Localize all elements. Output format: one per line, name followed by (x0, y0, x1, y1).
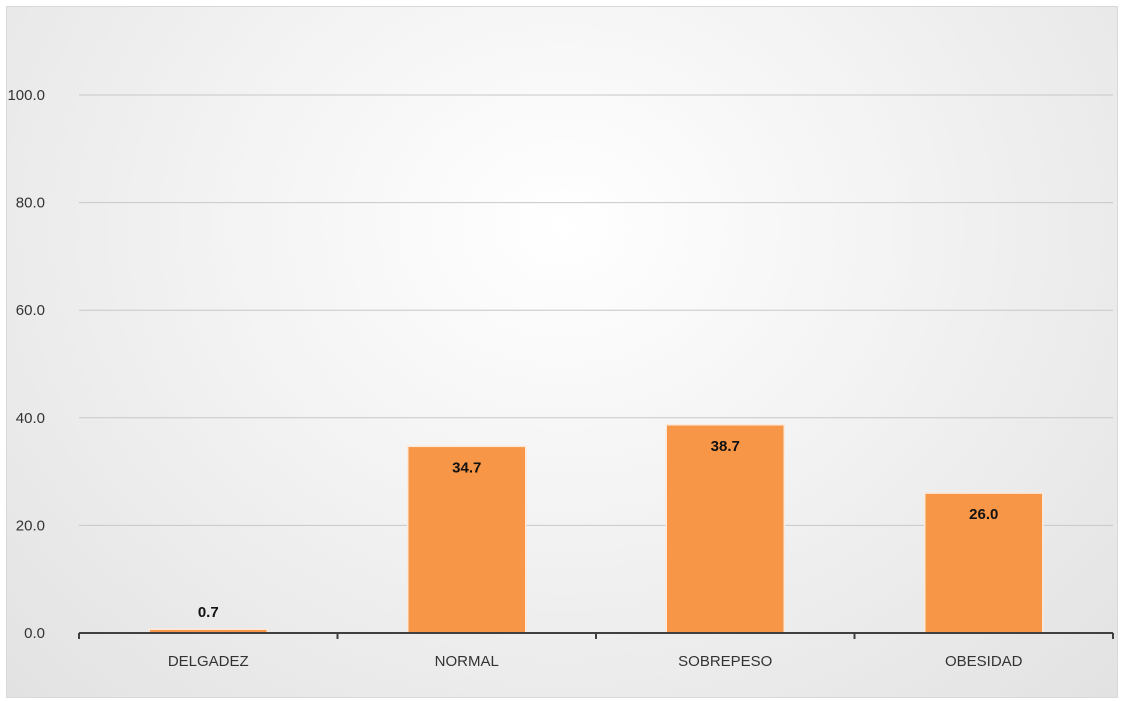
bar-chart: 0.0 20.0 40.0 60.0 80.0 100.0 DELGADEZ NORMAL SO… (7, 87, 1114, 670)
bar (665, 424, 785, 634)
y-tick-label: 40.0 (16, 410, 45, 427)
x-category-label: NORMAL (435, 653, 499, 670)
data-label: 34.7 (452, 459, 481, 476)
data-label: 0.7 (198, 604, 219, 621)
y-tick-label: 60.0 (16, 302, 45, 319)
x-category-label: SOBREPESO (678, 653, 772, 670)
y-tick-label: 20.0 (16, 517, 45, 534)
chart-area: 0.0 20.0 40.0 60.0 80.0 100.0 DELGADEZ NORMAL SO… (6, 6, 1118, 698)
bar (924, 492, 1044, 634)
data-label: 26.0 (969, 506, 998, 523)
data-label: 38.7 (711, 438, 740, 455)
y-tick-label: 100.0 (7, 87, 45, 104)
y-tick-label: 80.0 (16, 195, 45, 212)
x-category-label: OBESIDAD (945, 653, 1023, 670)
y-tick-label: 0.0 (24, 625, 45, 642)
x-category-label: DELGADEZ (168, 653, 249, 670)
bar (407, 445, 527, 634)
